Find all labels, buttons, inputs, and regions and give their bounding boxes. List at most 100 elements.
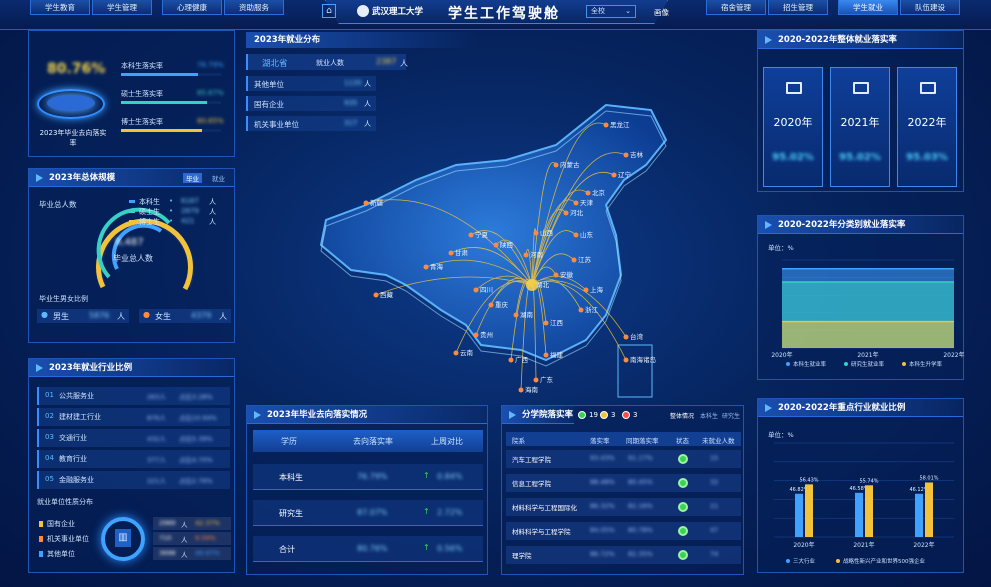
industry-row[interactable]: 01 公共服务业 263人 占比3.28% [37, 387, 230, 405]
destination-header: 学历 去向落实率 上周对比 [253, 430, 483, 452]
college-name: 理学院 [512, 552, 532, 560]
legend-label: 本科生升学率 [909, 360, 943, 368]
industry-row[interactable]: 02 建材建工行业 876人 占比10.94% [37, 408, 230, 426]
province-marker [533, 230, 539, 236]
tab-undergrad[interactable]: 本科生 [700, 413, 719, 420]
year-rate: 95.03% [906, 152, 948, 163]
legend-label: 博士生 [139, 218, 160, 226]
status-chip-count: 3 [633, 411, 638, 419]
province-label: 海南 [525, 385, 539, 394]
flow-line [365, 199, 533, 286]
province-marker [518, 387, 524, 393]
tab-employment[interactable]: 就业 [212, 175, 225, 183]
industry-name: 教育行业 [59, 455, 87, 463]
tab-graduate[interactable]: 毕业 [183, 173, 202, 183]
bar-1 [925, 482, 933, 537]
legend-bar [129, 220, 135, 223]
monitor-icon [786, 82, 802, 94]
nav-tab-5[interactable]: 招生管理 [768, 0, 828, 15]
gauge-center-value: 9,487 [115, 237, 144, 248]
key-industry-chart: 46.82% 56.43% 2020年 46.58% 55.74% 2021年 46.12%… [774, 442, 954, 565]
flow-line [475, 280, 533, 336]
industry-row[interactable]: 03 交通行业 432人 占比5.39% [37, 429, 230, 447]
nav-tab-0[interactable]: 学生教育 [30, 0, 90, 15]
college-rate: 86.32% [590, 502, 615, 510]
college-same-period: 91.17% [628, 454, 653, 462]
status-chip-dot [622, 411, 630, 419]
tab-graduate-student[interactable]: 研究生 [722, 413, 741, 420]
industry-no: 05 [45, 475, 54, 483]
college-row[interactable]: 材料科学与工程学院 84.05% 80.78% 47 [506, 522, 741, 540]
college-rate: 93.43% [590, 454, 615, 462]
college-row[interactable]: 材料科学与工程国际化 86.32% 82.16% 21 [506, 498, 741, 516]
col-compare: 上周对比 [431, 437, 463, 446]
map-stat-label: 其他单位 [254, 80, 284, 89]
rate-item-bar [121, 129, 221, 132]
industry-row[interactable]: 04 教育行业 377人 占比4.70% [37, 450, 230, 468]
legend-label: 硕士生 [139, 208, 160, 216]
province-marker [533, 377, 539, 383]
college-rate-panel: 分学院落实率 整体情况 本科生 研究生 院系 落实率 同期落实率 状态 未就业人… [501, 405, 744, 575]
unit-nature-swatch [39, 551, 43, 557]
bar-0 [915, 493, 923, 537]
nav-tab-1[interactable]: 学生管理 [92, 0, 152, 15]
college-row[interactable]: 汽车工程学院 93.43% 91.17% 15 [506, 450, 741, 468]
male-icon: ● [41, 310, 48, 319]
industry-no: 01 [45, 391, 54, 399]
province-row: 湖北省 就业人数 2387 人 [246, 54, 408, 70]
profile-link[interactable]: 画像 [654, 8, 669, 17]
unit-nature-swatch [39, 521, 43, 527]
province-label: 山西 [540, 228, 554, 237]
unit-nature-value-row: 710 人 9.59% [153, 532, 231, 545]
industry-count: 377人 [147, 456, 166, 464]
nav-tab-3[interactable]: 资助服务 [224, 0, 284, 15]
rate-item-bar [121, 101, 221, 104]
tab-overall[interactable]: 整体情况 [670, 413, 695, 420]
college-same-period: 82.16% [628, 502, 653, 510]
province-label: 西藏 [380, 290, 394, 299]
nav-tab-2[interactable]: 心理健康 [162, 0, 222, 15]
nav-tab-7[interactable]: 队伍建设 [900, 0, 960, 15]
college-row[interactable]: 理学院 86.72% 82.35% 74 [506, 546, 741, 564]
flow-line [455, 280, 533, 354]
flow-line [531, 189, 589, 286]
legend-label: 战略性新兴产业和世界500强企业 [843, 557, 925, 565]
province-marker [423, 264, 429, 270]
scope-select[interactable]: 全校 ⌄ [586, 5, 636, 18]
legend-dot: • [169, 197, 174, 205]
col-status: 状态 [676, 437, 689, 445]
province-marker [553, 162, 559, 168]
province-marker [571, 257, 577, 263]
industry-ratio-panel: 2023年就业行业比例 就业单位性质分布 ▥ 01 公共服务业 263人 占比3.28… [28, 358, 235, 573]
key-industry-unit: 单位：% [768, 431, 794, 439]
unit-nature-count: 2989 [159, 519, 176, 527]
gauge-center-label: 毕业总人数 [113, 254, 153, 263]
college-unemployed: 21 [710, 502, 719, 510]
college-row[interactable]: 信息工程学院 88.48% 80.45% 32 [506, 474, 741, 492]
unit-nature-share: 9.59% [195, 534, 216, 542]
province-label: 甘肃 [455, 248, 469, 257]
total-label: 毕业总人数 [39, 200, 77, 209]
college-rate-title: 分学院落实率 [502, 406, 574, 424]
school-name: 武汉理工大学 [372, 7, 424, 17]
map-stat-label: 机关事业单位 [254, 120, 299, 129]
home-icon[interactable]: ⌂ [322, 4, 336, 18]
industry-row[interactable]: 05 金融服务业 221人 占比2.76% [37, 471, 230, 489]
province-label: 北京 [592, 188, 606, 197]
nav-tab-6[interactable]: 学生就业 [838, 0, 898, 15]
building-icon: ▥ [115, 529, 131, 547]
bar-1 [865, 485, 873, 537]
nav-tab-4[interactable]: 宿舍管理 [706, 0, 766, 15]
province-marker [603, 122, 609, 128]
area-series-2 [782, 321, 954, 348]
college-same-period: 80.45% [628, 478, 653, 486]
legend-dot [836, 559, 840, 563]
province-label: 青海 [430, 262, 444, 271]
college-rate: 86.72% [590, 550, 615, 558]
male-label: 男生 [53, 312, 69, 321]
college-unemployed: 74 [710, 550, 719, 558]
scope-select-value: 全校 [591, 7, 605, 15]
overall-scale-panel: 2023年总体规模 毕业 就业 毕业总人数 9,487 毕业总人数 毕业生男女比… [28, 168, 235, 343]
